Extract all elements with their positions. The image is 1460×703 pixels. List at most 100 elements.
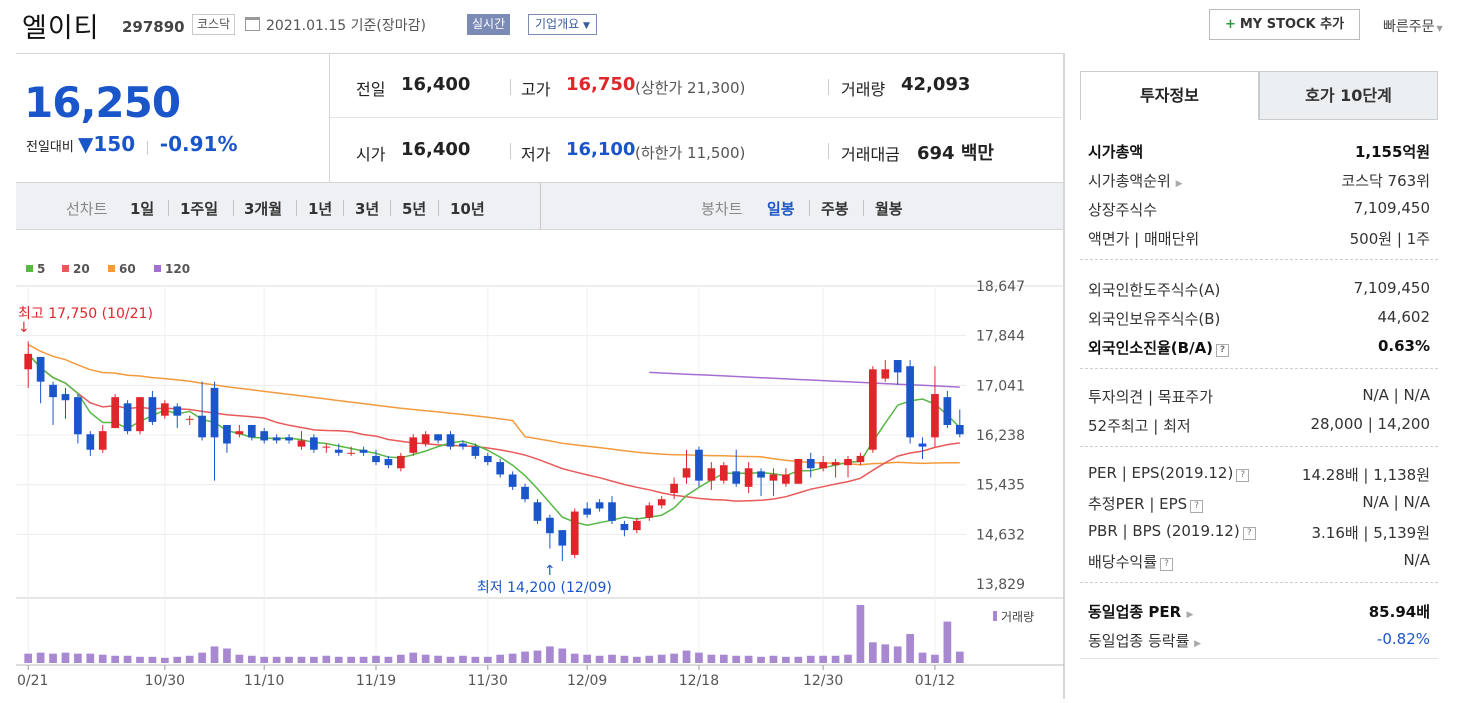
volume-bar [595,655,604,663]
volume-bar [148,656,157,663]
candle-body [459,443,467,447]
x-tick-label: 12/30 [803,673,843,689]
volume-bar [943,621,952,663]
volume-bar [546,646,554,663]
volume-bar [272,656,281,663]
info-key: 외국인한도주식수(A) [1088,281,1221,299]
info-key: 투자의견 | 목표주가 [1088,388,1213,406]
period-1y[interactable]: 1년 [308,200,333,218]
help-icon[interactable]: ? [1236,469,1250,482]
volume-bar [347,656,356,663]
candle-chart-label: 봉차트 [701,200,743,218]
candle-body [645,505,654,518]
volume-bar [49,653,57,663]
change-percent: -0.91% [159,132,238,156]
volume-bar [136,656,144,663]
divider [1080,368,1438,369]
tab-invest-info[interactable]: 투자정보 [1080,71,1259,120]
volume-bar [558,648,567,663]
amount-label: 거래대금 [841,145,900,164]
candle-body [173,406,182,416]
legend-label: 120 [165,262,190,276]
candle-body [49,384,57,398]
help-icon[interactable]: ? [1242,527,1256,540]
divider [296,200,297,216]
info-row: 액면가 | 매매단위 500원 | 1주 [1088,224,1430,252]
stock-header: 엘이티 297890 코스닥 2021.01.15 기준(장마감) 실시간 기업… [0,0,1460,52]
volume-bar [434,655,442,663]
info-key-text: 시가총액순위 [1088,172,1171,190]
candle-body [533,502,542,521]
candle-body [111,397,120,429]
volume-bar [74,653,82,663]
volume-bar [620,655,629,663]
candle-body [856,455,865,463]
price-panel [16,53,1064,183]
info-row[interactable]: 동일업종 등락률 ▶ -0.82% [1088,626,1430,654]
info-row[interactable]: 시가총액순위 ▶ 코스닥 763위 [1088,166,1430,194]
legend-swatch [108,265,115,272]
x-tick-label: 11/30 [468,673,508,689]
period-3m[interactable]: 3개월 [244,200,283,218]
info-value: -0.82% [1376,630,1430,648]
period-1w[interactable]: 1주일 [180,200,219,218]
volume-bar [260,656,269,663]
x-tick-label: 01/12 [915,673,955,689]
help-icon[interactable]: ? [1216,344,1230,357]
divider [828,143,829,159]
my-stock-add-button[interactable]: + MY STOCK 추가 [1209,9,1360,40]
candle-body [570,511,579,555]
x-tick-label: 10/30 [145,673,185,689]
candle-monthly[interactable]: 월봉 [875,200,903,218]
info-value: N/A | N/A [1362,386,1430,404]
candle-body [123,403,132,432]
candle-body [906,366,914,438]
info-value: 14.28배 | 1,138원 [1301,466,1430,484]
candle-body [372,455,380,463]
divider [329,53,330,183]
info-key-text: 동일업종 등락률 [1088,632,1190,650]
candle-body [806,458,815,469]
tab-order-book[interactable]: 호가 10단계 [1259,71,1438,120]
candle-body [794,458,803,484]
low-value: 16,100 [566,139,636,160]
info-row[interactable]: 동일업종 PER ▶ 85.94배 [1088,597,1430,625]
min-arrow: ↑ [544,563,556,579]
quick-order-dropdown[interactable]: 빠른주문 ▼ [1383,16,1443,36]
candle-body [322,446,331,448]
period-1d[interactable]: 1일 [130,200,155,218]
period-3y[interactable]: 3년 [355,200,380,218]
volume-bar [459,655,467,663]
calendar-icon [245,17,260,31]
volume-bar [111,655,120,663]
arrow-right-icon: ▶ [1186,610,1194,620]
help-icon[interactable]: ? [1190,500,1204,513]
chart-svg[interactable]: 5 20 60 120 18,64717,84417,04116,23815,4351… [8,230,1064,699]
candle-daily[interactable]: 일봉 [767,200,795,218]
corp-overview-dropdown[interactable]: 기업개요 ▼ [528,14,597,35]
info-row: PER | EPS(2019.12)? 14.28배 | 1,138원 [1088,460,1430,488]
candle-body [831,462,840,466]
candle-body [260,431,269,441]
volume-bar [533,650,542,663]
period-10y[interactable]: 10년 [450,200,485,218]
volume-bar [36,652,45,663]
realtime-button[interactable]: 실시간 [467,14,511,35]
info-value: N/A | N/A [1362,493,1430,511]
volume-bar [918,652,927,663]
candle-body [434,434,442,441]
period-5y[interactable]: 5년 [402,200,427,218]
volume-bar [819,655,828,663]
volume-bar [409,652,418,663]
stock-chart[interactable]: 5 20 60 120 18,647 17,844 17,041 16,238 15,435 1… [8,230,1064,699]
volume-legend-label: 거래량 [1001,610,1034,624]
help-icon[interactable]: ? [1160,558,1174,571]
volume-bar [160,657,169,663]
divider [809,200,810,216]
volume-bar [98,654,107,663]
candle-weekly[interactable]: 주봉 [821,200,849,218]
volume-bar [931,654,939,663]
divider [540,183,541,230]
divider [1080,446,1438,447]
candle-body [86,434,95,450]
